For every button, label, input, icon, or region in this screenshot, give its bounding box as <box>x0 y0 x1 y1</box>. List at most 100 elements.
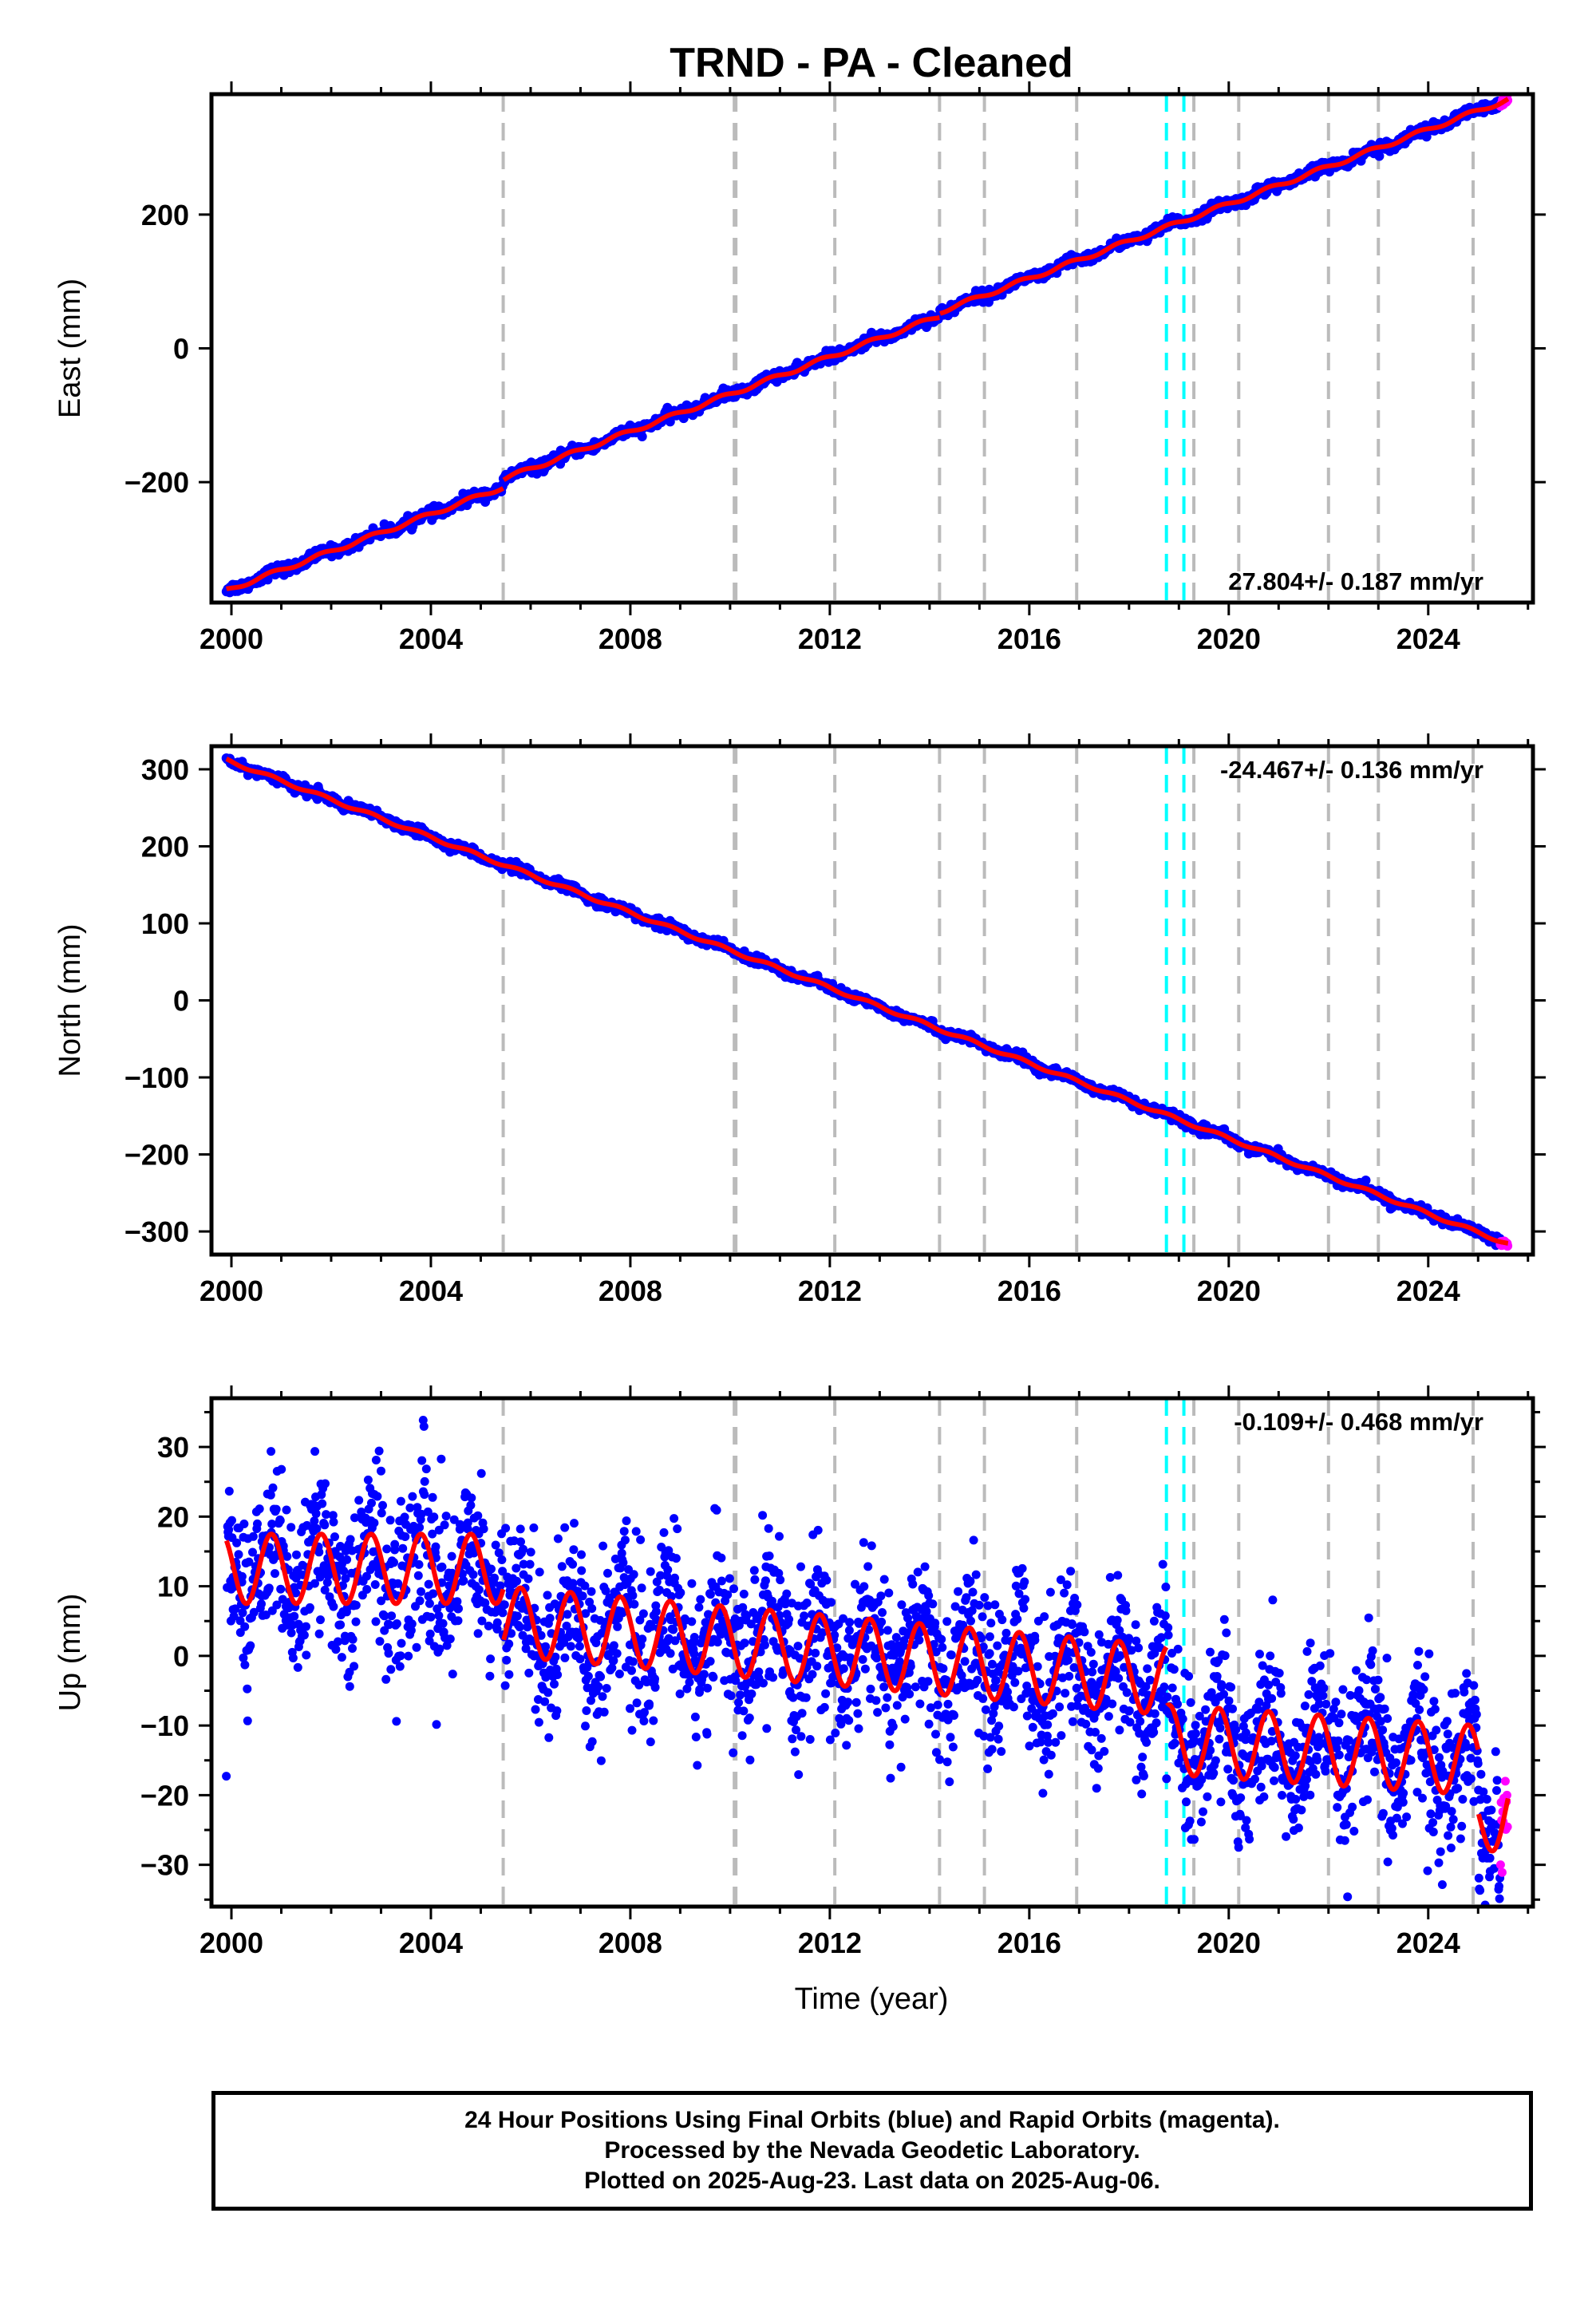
up-data-point <box>519 1544 527 1554</box>
up-data-point <box>397 1638 406 1648</box>
up-data-point <box>699 1670 709 1679</box>
up-data-point <box>363 1475 373 1484</box>
up-data-point <box>369 1518 379 1528</box>
up-data-point <box>645 1699 654 1709</box>
up-data-point <box>968 1587 978 1597</box>
up-data-point <box>687 1617 697 1626</box>
up-data-point <box>627 1725 637 1735</box>
up-data-point <box>419 1421 429 1431</box>
up-data-point <box>630 1599 639 1609</box>
up-data-point <box>713 1638 722 1647</box>
up-data-point <box>805 1735 815 1744</box>
up-data-point <box>498 1608 508 1618</box>
up-data-point <box>896 1762 906 1772</box>
up-data-point <box>484 1621 493 1630</box>
up-data-point <box>598 1541 608 1551</box>
up-data-point <box>705 1590 715 1599</box>
up-data-point <box>222 1772 231 1781</box>
up-data-point <box>749 1566 759 1575</box>
up-data-point <box>378 1500 387 1510</box>
up-data-point <box>342 1555 352 1564</box>
up-data-point <box>821 1689 831 1698</box>
up-data-point <box>550 1679 559 1689</box>
up-data-point <box>900 1714 910 1724</box>
up-data-point <box>491 1540 500 1550</box>
up-data-point <box>863 1562 873 1571</box>
up-data-point <box>639 1717 649 1725</box>
up-data-point <box>413 1571 423 1580</box>
up-data-point <box>768 1673 778 1682</box>
up-data-point <box>705 1657 715 1666</box>
up-data-point <box>474 1585 484 1595</box>
up-data-point <box>459 1576 468 1586</box>
up-data-point <box>354 1496 364 1505</box>
east-y-axis-title: East (mm) <box>53 279 87 418</box>
up-data-point <box>801 1693 811 1702</box>
up-data-point <box>348 1644 357 1653</box>
up-data-point <box>851 1697 861 1707</box>
east-data-point <box>637 432 647 441</box>
north-panel: 2000 2004 2008 2012 2016 2020 2024−300−200−100… <box>53 733 1546 1307</box>
up-data-point <box>670 1573 679 1583</box>
up-data-point <box>897 1600 907 1610</box>
up-data-point <box>314 1629 324 1638</box>
up-data-point <box>612 1649 622 1658</box>
up-data-point <box>373 1492 382 1501</box>
up-data-point <box>877 1617 887 1626</box>
up-data-point <box>691 1733 701 1741</box>
up-data-point <box>895 1657 904 1666</box>
up-data-point <box>596 1756 606 1765</box>
up-data-point <box>614 1670 624 1678</box>
up-data-point <box>348 1634 358 1644</box>
up-data-point <box>871 1696 881 1705</box>
up-data-point <box>985 1649 994 1658</box>
up-data-point <box>292 1550 301 1559</box>
up-data-point <box>797 1709 807 1718</box>
up-data-point <box>946 1733 955 1742</box>
up-data-point <box>276 1584 286 1594</box>
up-data-point <box>758 1511 768 1520</box>
up-data-point <box>429 1512 439 1522</box>
up-data-point <box>512 1563 521 1573</box>
up-data-point <box>492 1618 502 1627</box>
up-data-point <box>329 1602 338 1611</box>
up-data-point <box>712 1505 721 1515</box>
east-rate-label: 27.804+/- 0.187 mm/yr <box>1228 567 1483 595</box>
up-data-point <box>420 1476 429 1486</box>
up-data-point <box>581 1721 590 1731</box>
up-data-point <box>885 1740 895 1749</box>
east-plot-area <box>221 94 1513 603</box>
up-data-point <box>310 1516 319 1526</box>
up-data-point <box>983 1764 993 1773</box>
up-data-point <box>387 1611 397 1621</box>
up-data-point <box>382 1544 392 1554</box>
up-data-point <box>942 1757 952 1767</box>
up-data-point <box>587 1737 597 1746</box>
up-data-point <box>659 1528 669 1537</box>
up-data-point <box>299 1630 309 1640</box>
up-data-point <box>248 1531 258 1541</box>
up-data-point <box>636 1535 646 1544</box>
up-data-point <box>788 1693 798 1702</box>
up-data-point <box>729 1584 738 1594</box>
up-data-point <box>329 1517 338 1527</box>
up-data-point <box>412 1642 421 1652</box>
up-data-point <box>782 1589 792 1599</box>
north-y-axis-title: North (mm) <box>53 923 87 1077</box>
east-x-tick-label: 2008 <box>598 622 662 655</box>
up-data-point <box>981 1705 990 1714</box>
up-data-point <box>796 1732 806 1741</box>
up-data-point <box>367 1498 376 1508</box>
up-data-point <box>627 1666 636 1675</box>
north-x-tick-label: 2008 <box>598 1275 662 1307</box>
up-data-point <box>694 1603 704 1612</box>
up-data-point <box>415 1596 425 1606</box>
up-data-point <box>739 1589 749 1599</box>
up-data-point <box>717 1576 726 1586</box>
up-data-point <box>866 1684 875 1694</box>
up-data-point <box>437 1454 446 1464</box>
up-data-point <box>745 1755 755 1765</box>
up-data-point <box>628 1657 638 1666</box>
north-rate-label: -24.467+/- 0.136 mm/yr <box>1220 756 1483 784</box>
up-data-point <box>844 1716 854 1725</box>
